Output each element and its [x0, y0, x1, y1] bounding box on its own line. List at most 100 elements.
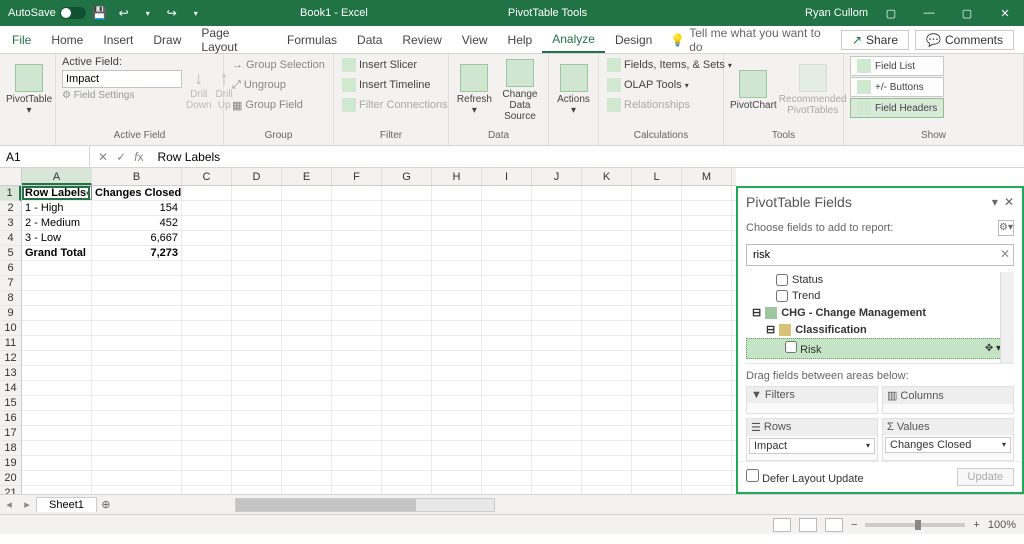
fx-icon[interactable]: fx	[134, 150, 143, 164]
col-E[interactable]: E	[282, 168, 332, 185]
new-sheet-icon[interactable]: ⊕	[97, 498, 115, 511]
maximize-icon[interactable]: ▢	[952, 0, 982, 26]
clear-search-icon[interactable]: ✕	[1000, 247, 1010, 261]
name-box[interactable]: A1	[0, 146, 90, 167]
cell-A1[interactable]: Row Labels▾	[22, 186, 92, 200]
col-K[interactable]: K	[582, 168, 632, 185]
comments-button[interactable]: 💬Comments	[915, 30, 1014, 50]
tell-me-search[interactable]: 💡 Tell me what you want to do	[662, 26, 841, 53]
enter-formula-icon[interactable]: ✓	[116, 150, 126, 164]
col-F[interactable]: F	[332, 168, 382, 185]
pane-close-icon[interactable]: ✕	[1004, 195, 1014, 209]
checkbox-risk[interactable]	[785, 341, 797, 353]
field-trend[interactable]: Trend	[746, 288, 1014, 304]
sheet-nav-prev-icon[interactable]: ◂	[0, 498, 18, 511]
col-J[interactable]: J	[532, 168, 582, 185]
gear-icon[interactable]: ⚙▾	[998, 220, 1014, 236]
share-button[interactable]: ↗Share	[841, 30, 909, 50]
sheet-tab-sheet1[interactable]: Sheet1	[36, 497, 97, 512]
tab-review[interactable]: Review	[392, 26, 451, 53]
actions-button[interactable]: Actions▾	[555, 56, 592, 124]
drill-down-button[interactable]: ↓Drill Down	[186, 56, 212, 124]
undo-dropdown-icon[interactable]: ▾	[138, 3, 158, 23]
change-data-source-button[interactable]: Change Data Source	[498, 56, 542, 124]
field-status[interactable]: Status	[746, 272, 1014, 288]
page-layout-view-icon[interactable]	[799, 518, 817, 532]
user-name[interactable]: Ryan Cullom	[805, 7, 868, 19]
area-values[interactable]: ΣValuesChanges Closed▾	[882, 418, 1014, 462]
tab-view[interactable]: View	[452, 26, 498, 53]
zoom-slider[interactable]	[865, 523, 965, 527]
field-chg-table[interactable]: ⊟CHG - Change Management	[746, 304, 1014, 321]
checkbox-trend[interactable]	[776, 290, 788, 302]
col-L[interactable]: L	[632, 168, 682, 185]
fields-items-sets-button[interactable]: Fields, Items, & Sets ▾	[605, 56, 734, 74]
tab-design[interactable]: Design	[605, 26, 662, 53]
cancel-formula-icon[interactable]: ✕	[98, 150, 108, 164]
normal-view-icon[interactable]	[773, 518, 791, 532]
cell-B2[interactable]: 154	[92, 201, 182, 215]
refresh-button[interactable]: Refresh▾	[455, 56, 494, 124]
area-columns[interactable]: ▥Columns	[882, 386, 1014, 414]
tab-draw[interactable]: Draw	[143, 26, 191, 53]
undo-icon[interactable]: ↩	[114, 3, 134, 23]
select-all-corner[interactable]	[0, 168, 22, 185]
area-filters[interactable]: ▼Filters	[746, 386, 878, 414]
rows-pill-impact[interactable]: Impact▾	[749, 438, 875, 454]
minimize-icon[interactable]: —	[914, 0, 944, 26]
tab-analyze[interactable]: Analyze	[542, 26, 605, 53]
tab-file[interactable]: File	[2, 26, 41, 53]
col-M[interactable]: M	[682, 168, 732, 185]
zoom-in-icon[interactable]: +	[973, 519, 979, 531]
area-rows[interactable]: ☰RowsImpact▾	[746, 418, 878, 462]
cell-A5[interactable]: Grand Total	[22, 246, 92, 260]
pivotchart-button[interactable]: PivotChart	[730, 56, 777, 124]
field-headers-toggle[interactable]: Field Headers	[850, 98, 944, 118]
autosave-switch-icon[interactable]	[60, 7, 86, 19]
recommended-button[interactable]: Recommended PivotTables	[781, 56, 845, 124]
col-I[interactable]: I	[482, 168, 532, 185]
col-G[interactable]: G	[382, 168, 432, 185]
col-C[interactable]: C	[182, 168, 232, 185]
tab-data[interactable]: Data	[347, 26, 392, 53]
horizontal-scrollbar[interactable]	[235, 498, 495, 512]
tab-help[interactable]: Help	[498, 26, 543, 53]
insert-slicer-button[interactable]: Insert Slicer	[340, 56, 450, 74]
field-classification-folder[interactable]: ⊟Classification	[746, 321, 1014, 338]
tab-formulas[interactable]: Formulas	[277, 26, 347, 53]
cell-B5[interactable]: 7,273	[92, 246, 182, 260]
scrollbar[interactable]	[1000, 272, 1014, 363]
pivottable-button[interactable]: PivotTable▾	[6, 56, 52, 124]
close-icon[interactable]: ✕	[990, 0, 1020, 26]
filter-dropdown-icon[interactable]: ▾	[86, 186, 90, 201]
qat-menu-icon[interactable]: ▾	[186, 3, 206, 23]
defer-update-checkbox[interactable]: Defer Layout Update	[746, 469, 864, 485]
autosave-toggle[interactable]: AutoSave	[8, 7, 86, 19]
values-pill-changes[interactable]: Changes Closed▾	[885, 437, 1011, 453]
tab-page-layout[interactable]: Page Layout	[191, 26, 277, 53]
tab-insert[interactable]: Insert	[93, 26, 143, 53]
page-break-view-icon[interactable]	[825, 518, 843, 532]
field-risk[interactable]: Risk✥ ▾	[746, 338, 1014, 359]
field-list-toggle[interactable]: Field List	[850, 56, 944, 76]
tab-home[interactable]: Home	[41, 26, 93, 53]
worksheet-grid[interactable]: 12345678910111213141516171819202122 Row …	[0, 186, 736, 494]
plus-minus-toggle[interactable]: +/- Buttons	[850, 77, 944, 97]
checkbox-status[interactable]	[776, 274, 788, 286]
col-H[interactable]: H	[432, 168, 482, 185]
zoom-level[interactable]: 100%	[988, 519, 1016, 531]
col-A[interactable]: A	[22, 168, 92, 185]
field-list[interactable]: Status Trend ⊟CHG - Change Management ⊟C…	[746, 272, 1014, 364]
insert-timeline-button[interactable]: Insert Timeline	[340, 76, 450, 94]
cell-B4[interactable]: 6,667	[92, 231, 182, 245]
zoom-out-icon[interactable]: −	[851, 519, 857, 531]
olap-tools-button[interactable]: OLAP Tools ▾	[605, 76, 734, 94]
ribbon-options-icon[interactable]: ▢	[876, 0, 906, 26]
update-button[interactable]: Update	[957, 468, 1014, 486]
sheet-nav-next-icon[interactable]: ▸	[18, 498, 36, 511]
save-icon[interactable]: 💾	[90, 3, 110, 23]
cell-B1[interactable]: Changes Closed	[92, 186, 182, 200]
cell-A4[interactable]: 3 - Low	[22, 231, 92, 245]
formula-input[interactable]: Row Labels	[151, 150, 1024, 164]
col-D[interactable]: D	[232, 168, 282, 185]
